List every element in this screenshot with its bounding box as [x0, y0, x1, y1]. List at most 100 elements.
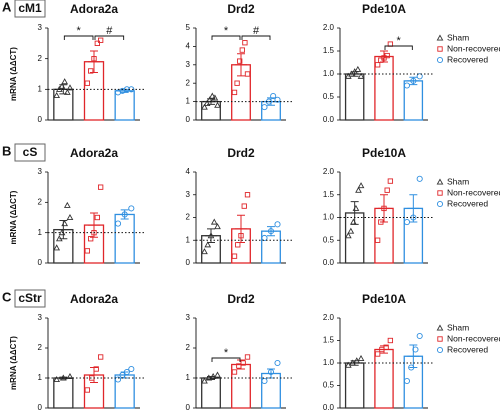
- legend-marker: [436, 346, 444, 354]
- y-tick-label: 0: [38, 403, 43, 412]
- chart-title: Adora2a: [70, 292, 118, 306]
- error-bar: [378, 194, 390, 223]
- region-label: cM1: [18, 1, 42, 15]
- error-bar: [57, 220, 70, 240]
- data-point: [61, 78, 69, 85]
- data-point: [84, 387, 91, 393]
- data-point: [357, 354, 365, 362]
- legend-label: Recovered: [447, 198, 488, 208]
- data-point: [210, 218, 218, 225]
- panel-letter: B: [2, 143, 11, 158]
- data-point: [208, 92, 216, 99]
- y-tick-label: 1.0: [323, 69, 335, 78]
- data-point: [403, 82, 411, 89]
- data-point: [88, 236, 94, 242]
- y-tick-label: 1.5: [323, 336, 335, 345]
- data-point: [88, 68, 94, 74]
- y-tick-label: 2: [38, 197, 43, 206]
- legend-label: Recovered: [447, 344, 488, 354]
- data-point: [242, 40, 248, 46]
- data-point: [237, 58, 243, 64]
- y-tick-label: 2: [186, 78, 191, 87]
- legend-marker: [437, 190, 443, 196]
- y-axis-label: mRNA (ΔΔCT): [9, 336, 18, 390]
- y-tick-label: 2: [38, 343, 43, 352]
- bar: [344, 73, 365, 121]
- y-tick-label: 1.0: [323, 213, 335, 222]
- y-tick-label: 4: [186, 42, 191, 51]
- data-point: [408, 364, 415, 371]
- error-bar: [378, 50, 390, 63]
- y-tick-label: 4: [186, 167, 191, 176]
- data-point: [91, 230, 97, 236]
- chart-title: Drd2: [227, 2, 255, 16]
- data-point: [240, 360, 246, 366]
- legend-label: Non-recovered: [447, 333, 500, 343]
- data-point: [234, 80, 240, 86]
- y-tick-label: 2: [186, 343, 191, 352]
- y-tick-label: 1: [38, 84, 43, 93]
- data-point: [63, 88, 71, 95]
- data-point: [261, 377, 268, 385]
- significance-label: *: [397, 35, 402, 47]
- legend-label: Sham: [447, 32, 469, 42]
- chart-title: Drd2: [227, 292, 255, 306]
- error-bar: [88, 50, 100, 73]
- bar: [231, 363, 251, 409]
- data-point: [384, 52, 390, 59]
- data-point: [121, 211, 128, 218]
- data-point: [374, 351, 381, 357]
- data-point: [403, 377, 411, 385]
- chart-title: Pde10A: [362, 292, 406, 306]
- significance-label: #: [253, 25, 260, 37]
- data-point: [201, 248, 208, 255]
- bar: [114, 374, 135, 409]
- y-tick-label: 0.0: [323, 258, 335, 267]
- legend-marker: [437, 46, 443, 52]
- data-point: [55, 235, 63, 242]
- data-point: [378, 219, 384, 225]
- region-box: [14, 143, 46, 162]
- y-tick-label: 1: [186, 235, 191, 244]
- chart-title: Pde10A: [362, 2, 406, 16]
- y-tick-label: 3: [38, 23, 43, 32]
- data-point: [267, 368, 275, 376]
- error-bar: [205, 228, 217, 244]
- y-tick-label: 1: [38, 373, 43, 382]
- error-bar: [348, 201, 361, 225]
- y-tick-label: 2: [186, 213, 191, 222]
- data-point: [410, 77, 417, 84]
- data-point: [53, 91, 61, 98]
- data-point: [58, 82, 66, 89]
- data-point: [97, 37, 104, 43]
- data-point: [66, 213, 74, 221]
- y-tick-label: 0: [186, 115, 191, 124]
- data-point: [84, 248, 91, 254]
- error-bar: [407, 76, 420, 86]
- bar: [344, 362, 365, 409]
- data-point: [383, 344, 389, 350]
- y-tick-label: 3: [186, 60, 191, 69]
- y-tick-label: 0.0: [323, 403, 335, 412]
- data-point: [55, 85, 63, 92]
- data-point: [274, 359, 281, 367]
- data-point: [91, 56, 97, 62]
- data-point: [236, 363, 242, 369]
- data-point: [416, 175, 423, 182]
- data-point: [384, 187, 390, 193]
- data-point: [128, 205, 135, 212]
- error-bar: [407, 344, 420, 368]
- y-tick-label: 0: [186, 403, 191, 412]
- error-bar: [235, 214, 247, 244]
- data-point: [207, 232, 215, 239]
- y-tick-label: 2.0: [323, 313, 335, 322]
- region-box: [14, 289, 46, 308]
- data-point: [261, 234, 268, 242]
- data-point: [238, 233, 244, 239]
- bar: [201, 377, 221, 409]
- error-bar: [407, 194, 420, 223]
- data-point: [93, 366, 99, 372]
- legend-marker: [436, 324, 444, 331]
- y-tick-label: 3: [38, 167, 43, 176]
- legend-label: Non-recovered: [447, 187, 500, 197]
